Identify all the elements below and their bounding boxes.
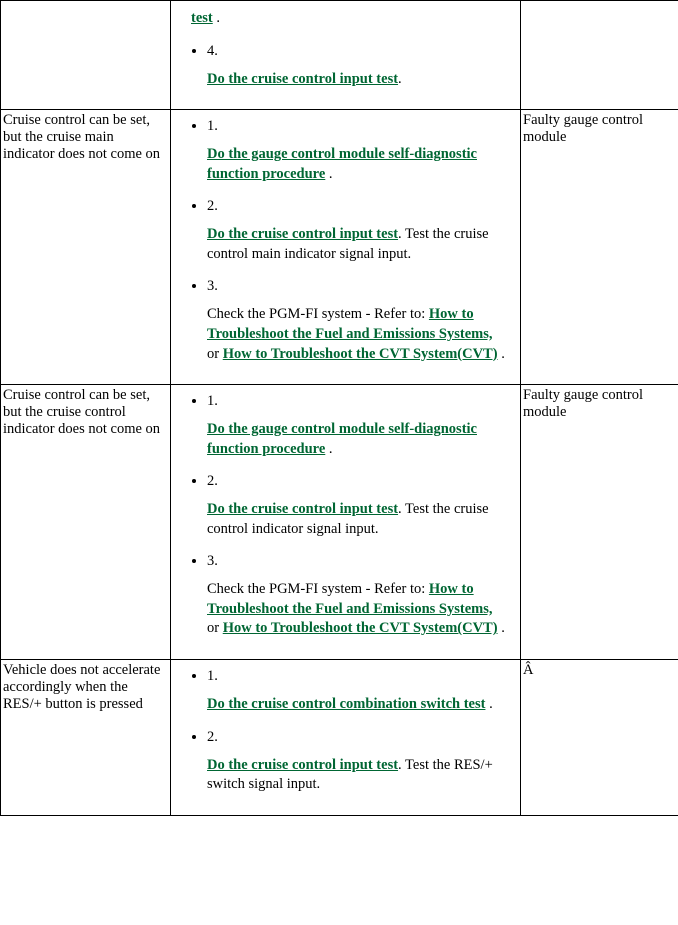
- symptom-cell: [1, 1, 171, 110]
- table-row: Vehicle does not accelerate accordingly …: [1, 660, 678, 816]
- step-number: 1. Do the gauge control module self-diagn…: [207, 118, 518, 184]
- cause-cell: Â: [521, 660, 678, 816]
- step-number-text: 2.: [207, 198, 508, 215]
- step-body: Do the cruise control input test.: [207, 70, 508, 90]
- procedure-link[interactable]: Do the cruise control input test: [207, 71, 398, 87]
- step-number-text: 1.: [207, 118, 508, 135]
- step-body: Do the cruise control combination switch…: [207, 695, 508, 715]
- step-number-text: 1.: [207, 668, 508, 685]
- step-number: 3. Check the PGM-FI system - Refer to: Ho…: [207, 553, 518, 639]
- step-body: Do the gauge control module self-diagnos…: [207, 420, 508, 459]
- step-number-text: 2.: [207, 729, 508, 746]
- procedure-text: .: [325, 441, 332, 457]
- procedure-text: .: [213, 10, 220, 26]
- table-row: Cruise control can be set, but the cruis…: [1, 110, 678, 385]
- procedure-link[interactable]: Do the cruise control input test: [207, 226, 398, 242]
- symptom-cell: Cruise control can be set, but the cruis…: [1, 385, 171, 660]
- step-number-text: 3.: [207, 278, 508, 295]
- symptom-cell: Cruise control can be set, but the cruis…: [1, 110, 171, 385]
- procedure-text: Check the PGM-FI system - Refer to:: [207, 306, 429, 322]
- table-row: test . 4. Do the cruise control input test…: [1, 1, 678, 110]
- step-body: test .: [191, 9, 508, 29]
- step-number: 2. Do the cruise control input test. Test…: [207, 729, 518, 795]
- step-list: test . 4. Do the cruise control input test…: [173, 3, 518, 89]
- symptom-cell: Vehicle does not accelerate accordingly …: [1, 660, 171, 816]
- procedure-text: or: [207, 346, 223, 362]
- step-body: Check the PGM-FI system - Refer to: How …: [207, 305, 508, 364]
- procedure-cell: 1. Do the gauge control module self-diagn…: [171, 110, 521, 385]
- step-body: Check the PGM-FI system - Refer to: How …: [207, 580, 508, 639]
- step-body: Do the gauge control module self-diagnos…: [207, 145, 508, 184]
- procedure-link[interactable]: How to Troubleshoot the CVT System(CVT): [223, 346, 498, 362]
- procedure-text: Check the PGM-FI system - Refer to:: [207, 581, 429, 597]
- step-continuation: test .: [191, 9, 518, 29]
- troubleshooting-table: test . 4. Do the cruise control input test…: [0, 0, 678, 816]
- procedure-link[interactable]: test: [191, 10, 213, 26]
- step-number: 4. Do the cruise control input test.: [207, 43, 518, 90]
- procedure-cell: 1. Do the gauge control module self-diagn…: [171, 385, 521, 660]
- step-body: Do the cruise control input test. Test t…: [207, 500, 508, 539]
- procedure-link[interactable]: Do the cruise control input test: [207, 501, 398, 517]
- table-row: Cruise control can be set, but the cruis…: [1, 385, 678, 660]
- procedure-cell: 1. Do the cruise control combination swit…: [171, 660, 521, 816]
- procedure-link[interactable]: How to Troubleshoot the CVT System(CVT): [223, 620, 498, 636]
- procedure-text: .: [498, 346, 505, 362]
- step-number: 2. Do the cruise control input test. Test…: [207, 198, 518, 264]
- step-number: 1. Do the cruise control combination swit…: [207, 668, 518, 715]
- procedure-text: .: [325, 166, 332, 182]
- procedure-link[interactable]: Do the cruise control combination switch…: [207, 696, 485, 712]
- cause-cell: Faulty gauge control module: [521, 110, 678, 385]
- step-number: 2. Do the cruise control input test. Test…: [207, 473, 518, 539]
- procedure-link[interactable]: Do the cruise control input test: [207, 757, 398, 773]
- step-list: 1. Do the gauge control module self-diagn…: [173, 112, 518, 364]
- cause-cell: [521, 1, 678, 110]
- procedure-text: or: [207, 620, 223, 636]
- step-body: Do the cruise control input test. Test t…: [207, 225, 508, 264]
- cause-cell: Faulty gauge control module: [521, 385, 678, 660]
- step-body: Do the cruise control input test. Test t…: [207, 756, 508, 795]
- step-list: 1. Do the gauge control module self-diagn…: [173, 387, 518, 639]
- step-number-text: 4.: [207, 43, 508, 60]
- step-number-text: 3.: [207, 553, 508, 570]
- procedure-text: .: [485, 696, 492, 712]
- step-number-text: 2.: [207, 473, 508, 490]
- step-list: 1. Do the cruise control combination swit…: [173, 662, 518, 795]
- step-number-text: 1.: [207, 393, 508, 410]
- step-number: 1. Do the gauge control module self-diagn…: [207, 393, 518, 459]
- step-number: 3. Check the PGM-FI system - Refer to: Ho…: [207, 278, 518, 364]
- procedure-cell: test . 4. Do the cruise control input test…: [171, 1, 521, 110]
- procedure-link[interactable]: Do the gauge control module self-diagnos…: [207, 421, 477, 457]
- procedure-text: .: [398, 71, 402, 87]
- procedure-link[interactable]: Do the gauge control module self-diagnos…: [207, 146, 477, 182]
- procedure-text: .: [498, 620, 505, 636]
